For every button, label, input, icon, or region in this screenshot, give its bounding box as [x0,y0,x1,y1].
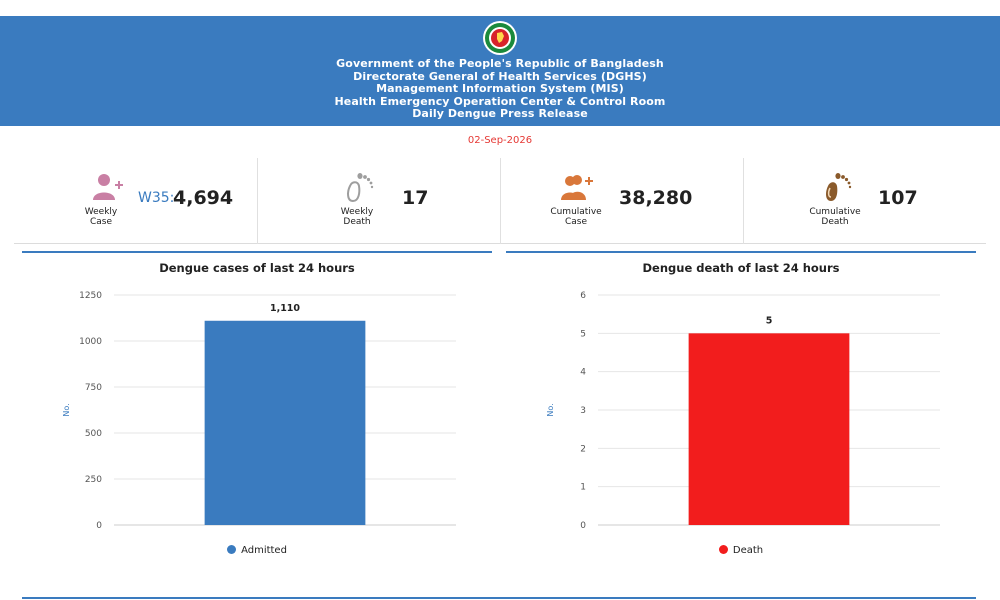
chart-panel-deaths: Dengue death of last 24 hours 0 1 2 3 4 5 6 No.… [506,251,976,571]
page-header: Government of the People's Republic of B… [0,16,1000,126]
stat-value: 107 [878,187,918,209]
y-tick-label: 4 [580,368,586,378]
y-tick-label: 0 [96,521,102,531]
y-tick-label: 750 [85,383,102,393]
deaths-bar-chart: 0 1 2 3 4 5 6 No. 5 [546,291,940,531]
week-prefix: W35: [138,190,175,206]
chart-title: Dengue death of last 24 hours [642,261,840,275]
y-tick-label: 6 [580,291,586,301]
header-line-dghs: Directorate General of Health Services (… [353,69,647,83]
legend-marker [227,545,237,554]
stat-weekly-death: Weekly Death 17 [257,158,500,244]
chart-legend[interactable]: Death [506,545,976,556]
header-line-release: Daily Dengue Press Release [412,107,588,121]
government-emblem-icon [483,21,517,55]
legend-marker [718,545,728,554]
stat-label: Cumulative Death [809,207,861,227]
stat-value: 38,280 [619,187,693,209]
y-tick-label: 1250 [79,291,102,301]
y-tick-label: 2 [580,444,586,454]
y-tick-label: 0 [580,521,586,531]
y-tick-label: 500 [85,429,102,439]
stat-label: Weekly Case [84,207,118,227]
footprint-icon [347,173,374,203]
people-add-icon [561,175,593,200]
stats-row: Weekly Case W35: 4,694 Weekly Death 17 [14,158,986,244]
person-add-icon [93,174,123,200]
header-line-heoc: Health Emergency Operation Center & Cont… [334,94,666,108]
legend-label: Admitted [241,545,287,556]
chart-title: Dengue cases of last 24 hours [159,261,355,275]
y-tick-label: 3 [580,406,586,416]
stat-value: 4,694 [173,187,234,209]
y-tick-label: 1000 [79,337,102,347]
y-axis-label: No. [546,403,555,416]
cases-bar-chart: 0 250 500 750 1000 1250 No. 1,110 [62,291,456,531]
y-tick-label: 1 [580,483,586,493]
header-line-mis: Management Information System (MIS) [376,82,624,96]
data-label: 5 [766,315,773,326]
chart-legend[interactable]: Admitted [22,545,492,556]
chart-panel-cases: Dengue cases of last 24 hours 0 250 500 750… [22,251,492,571]
panel-top-rule [22,251,492,253]
header-text: Government of the People's Republic of B… [0,57,1000,121]
report-date: 02-Sep-2026 [467,135,533,146]
footprint-icon [826,173,852,201]
y-axis-label: No. [62,403,71,416]
y-tick-label: 250 [85,475,102,485]
stat-cumulative-death: Cumulative Death 107 [743,158,986,244]
data-label: 1,110 [270,303,300,314]
stat-cumulative-case: Cumulative Case 38,280 [500,158,743,244]
stat-label: Weekly Death [340,207,374,227]
stat-weekly-case: Weekly Case W35: 4,694 [14,158,257,244]
y-tick-label: 5 [580,329,586,339]
stat-value: 17 [402,187,429,209]
bottom-rule [22,597,976,599]
bar [688,333,850,525]
bar [204,320,366,525]
stat-label: Cumulative Case [550,207,602,227]
legend-label: Death [732,545,764,556]
panel-top-rule [506,251,976,253]
header-line-government: Government of the People's Republic of B… [336,57,664,70]
